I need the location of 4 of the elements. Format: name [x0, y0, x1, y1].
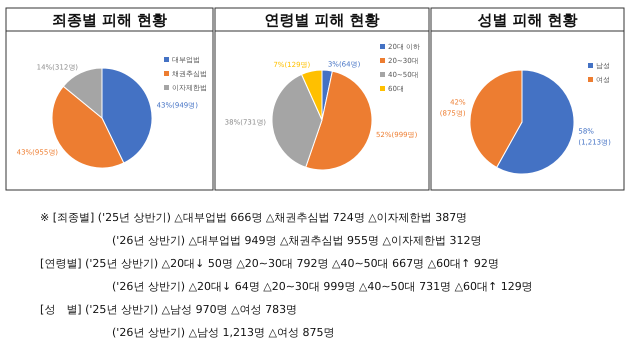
notes: ※ [죄종별] ('25년 상반기) △대부업법 666명 △채권추심법 724명 △이자제한법 387명 ('26년 상반기) △대부업법 949명 △채권추심법 955명 △이자제한법 312명 [연령별] ('25년 상반기) △20대↓ 50명 △20~30대 792명 △40~50대 667명 △60대↑ 92명 ('26년 상반기) △20대↓ 64명 △20~30대 999명 △40~50대 731명 △60대↑ 129명 [성 별] ('25년 상반기) △남성 970명 △여성 783명 ('26년 상반기) △남성 1,213명 △여성 875명 — [40, 211, 533, 339]
chart-title: 성별 피해 현황 — [477, 11, 578, 29]
chart-title: 연령별 피해 현황 — [264, 11, 380, 29]
chart-title: 죄종별 피해 현황 — [52, 11, 168, 29]
